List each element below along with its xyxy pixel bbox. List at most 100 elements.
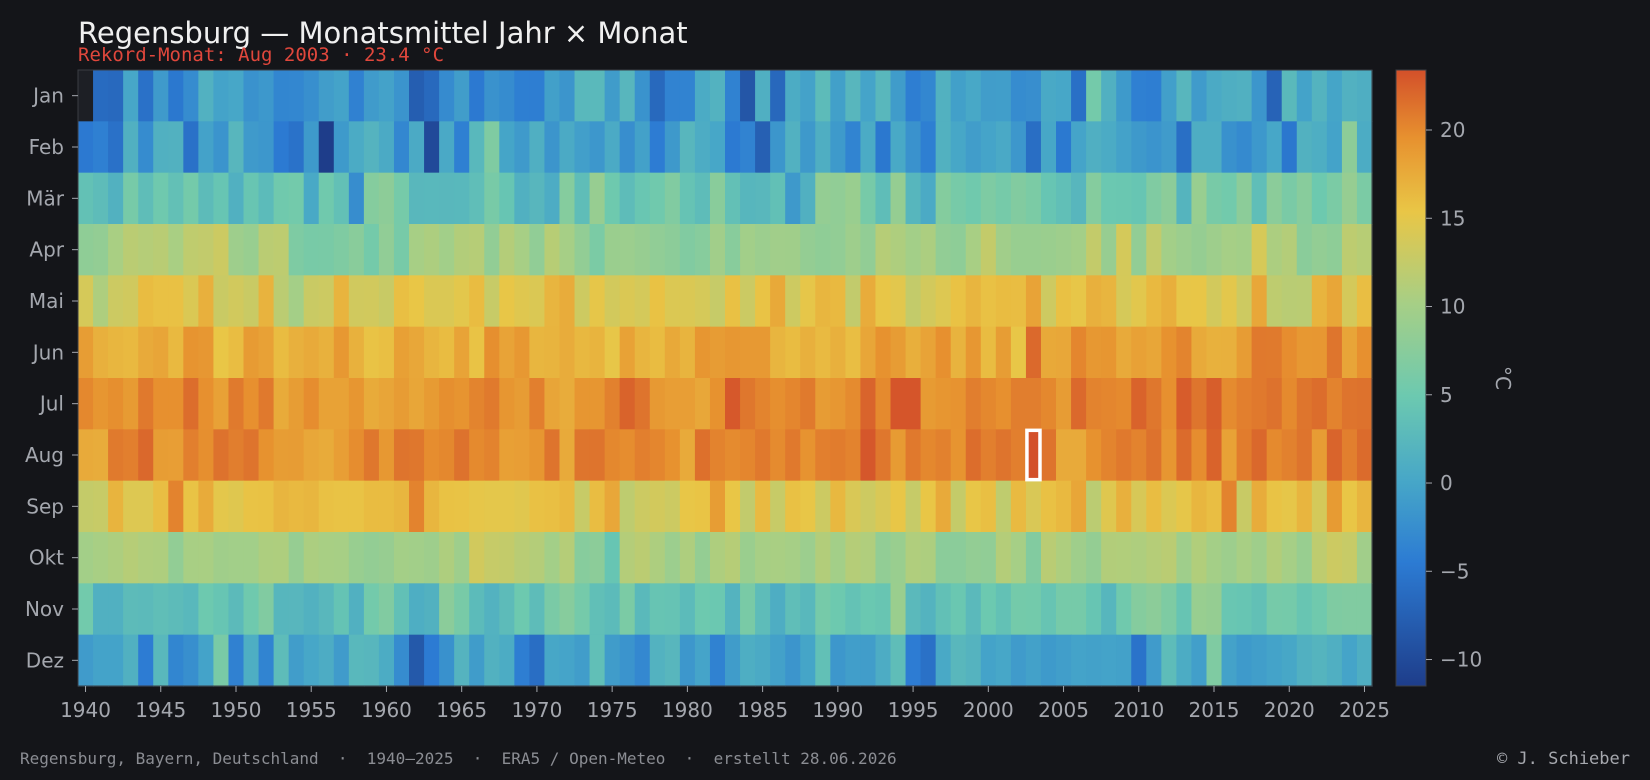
heatmap-cell <box>1326 70 1343 122</box>
heatmap-cell <box>1176 480 1193 533</box>
heatmap-cell <box>860 429 877 482</box>
heatmap-cell <box>845 224 862 276</box>
heatmap-cell <box>1326 480 1343 533</box>
heatmap-cell <box>574 532 591 584</box>
heatmap-cell <box>243 429 260 482</box>
heatmap-cell <box>1311 480 1328 533</box>
heatmap-cell <box>454 121 470 174</box>
x-tick-label: 2005 <box>1038 698 1089 722</box>
heatmap-cell <box>198 70 215 122</box>
heatmap-cell <box>1221 275 1238 328</box>
heatmap-cell <box>574 121 591 174</box>
heatmap-cell <box>574 480 591 533</box>
heatmap-cell <box>258 172 275 225</box>
heatmap-cell <box>198 480 215 533</box>
heatmap-cell <box>514 480 530 533</box>
heatmap-cell <box>935 172 952 225</box>
heatmap-cell <box>228 172 245 225</box>
heatmap-cell <box>875 224 892 276</box>
heatmap-cell <box>785 378 801 430</box>
heatmap-cell <box>1040 429 1057 482</box>
heatmap-cell <box>860 224 877 276</box>
heatmap-cell <box>1341 70 1358 122</box>
heatmap-cell <box>1251 172 1268 225</box>
colorbar-tick-label: −10 <box>1440 648 1482 672</box>
heatmap-cell <box>1025 583 1042 636</box>
heatmap-cell <box>589 275 606 328</box>
heatmap-cell <box>634 275 651 328</box>
heatmap-cell <box>1071 378 1087 430</box>
heatmap-cell <box>755 480 771 533</box>
heatmap-cell <box>559 275 576 328</box>
heatmap-cell <box>980 224 997 276</box>
heatmap-cell <box>740 224 756 276</box>
heatmap-cell <box>1116 121 1132 174</box>
heatmap-cell <box>935 70 952 122</box>
heatmap-cell <box>183 634 199 687</box>
heatmap-cell <box>589 70 606 122</box>
heatmap-cell <box>1356 429 1373 482</box>
heatmap-cell <box>755 378 771 430</box>
heatmap-cell <box>589 583 606 636</box>
heatmap-cell <box>1176 172 1193 225</box>
heatmap-cell <box>138 634 154 687</box>
heatmap-cell <box>228 532 245 584</box>
heatmap-cell <box>1116 429 1132 482</box>
heatmap-cell <box>950 583 967 636</box>
heatmap-cell <box>935 480 952 533</box>
heatmap-cell <box>243 532 260 584</box>
heatmap-cell <box>363 172 380 225</box>
heatmap-cell <box>378 583 395 636</box>
heatmap-cell <box>1176 275 1193 328</box>
heatmap-cell <box>559 70 576 122</box>
heatmap-cell <box>243 326 260 379</box>
x-tick-label: 1955 <box>286 698 337 722</box>
heatmap-cell <box>604 583 621 636</box>
heatmap-cell <box>1341 224 1358 276</box>
heatmap-cell <box>123 121 139 174</box>
heatmap-cell <box>740 532 756 584</box>
heatmap-cell <box>393 70 410 122</box>
heatmap-cell <box>153 70 169 122</box>
heatmap-cell <box>1296 224 1313 276</box>
heatmap-cell <box>845 70 862 122</box>
heatmap-cell <box>785 429 801 482</box>
heatmap-cell <box>694 532 711 584</box>
heatmap-cell <box>1040 532 1057 584</box>
heatmap-cell <box>1176 634 1193 687</box>
heatmap-cell <box>965 429 982 482</box>
x-tick-label: 2020 <box>1264 698 1315 722</box>
heatmap-cell <box>1266 70 1283 122</box>
heatmap-cell <box>574 429 591 482</box>
heatmap-cell <box>198 121 215 174</box>
heatmap-cell <box>454 224 470 276</box>
heatmap-cell <box>664 532 681 584</box>
heatmap-cell <box>619 480 636 533</box>
heatmap-cell <box>875 172 892 225</box>
heatmap-cell <box>589 634 606 687</box>
heatmap-cell <box>950 429 967 482</box>
heatmap-cell <box>1086 634 1102 687</box>
heatmap-cell <box>1326 429 1343 482</box>
heatmap-cell <box>980 634 997 687</box>
heatmap-cell <box>725 172 741 225</box>
heatmap-cell <box>1341 429 1358 482</box>
heatmap-cell <box>619 634 636 687</box>
heatmap-cell <box>559 429 576 482</box>
heatmap-cell <box>875 429 892 482</box>
x-tick-label: 2015 <box>1189 698 1240 722</box>
heatmap-cell <box>1221 480 1238 533</box>
heatmap-cell <box>243 634 260 687</box>
heatmap-cell <box>378 326 395 379</box>
heatmap-cell <box>935 378 952 430</box>
heatmap-cell <box>123 326 139 379</box>
heatmap-cell <box>1326 275 1343 328</box>
heatmap-cell <box>755 532 771 584</box>
heatmap-cell <box>1206 583 1223 636</box>
heatmap-cell <box>439 378 455 430</box>
heatmap-cell <box>740 121 756 174</box>
heatmap-cell <box>740 172 756 225</box>
heatmap-cell <box>604 70 621 122</box>
heatmap-cell <box>890 378 907 430</box>
heatmap-cell <box>484 224 500 276</box>
